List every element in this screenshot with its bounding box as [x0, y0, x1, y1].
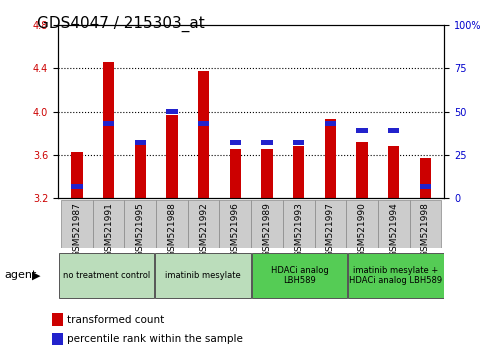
Bar — [346, 200, 378, 248]
Bar — [410, 200, 441, 248]
Text: GSM521988: GSM521988 — [168, 202, 176, 257]
Bar — [230, 140, 241, 145]
Text: GSM521992: GSM521992 — [199, 202, 208, 257]
Bar — [293, 140, 304, 145]
Bar — [283, 200, 314, 248]
Text: GSM521998: GSM521998 — [421, 202, 430, 257]
Bar — [378, 200, 410, 248]
Bar — [230, 149, 241, 198]
Bar — [388, 128, 399, 133]
Bar — [167, 109, 178, 114]
Text: percentile rank within the sample: percentile rank within the sample — [67, 334, 242, 344]
Bar — [420, 184, 431, 189]
Text: GSM521996: GSM521996 — [231, 202, 240, 257]
Text: GSM521991: GSM521991 — [104, 202, 113, 257]
Bar — [103, 62, 114, 198]
Text: GSM521993: GSM521993 — [294, 202, 303, 257]
Bar — [167, 115, 178, 198]
Text: transformed count: transformed count — [67, 315, 164, 325]
Bar — [71, 184, 83, 189]
Bar — [325, 121, 336, 126]
Text: agent: agent — [5, 270, 37, 280]
Bar — [388, 146, 399, 198]
Bar — [356, 142, 368, 198]
Bar — [293, 146, 304, 198]
Bar — [198, 121, 209, 126]
Bar — [325, 119, 336, 198]
Bar — [58, 253, 154, 298]
Bar — [261, 149, 272, 198]
Bar — [251, 200, 283, 248]
Text: ▶: ▶ — [32, 270, 41, 280]
Bar — [348, 253, 444, 298]
Bar — [53, 333, 63, 345]
Bar — [61, 200, 93, 248]
Text: HDACi analog
LBH589: HDACi analog LBH589 — [270, 266, 328, 285]
Text: GSM521989: GSM521989 — [262, 202, 271, 257]
Text: imatinib mesylate: imatinib mesylate — [165, 271, 241, 280]
Bar — [93, 200, 125, 248]
Bar — [53, 313, 63, 326]
Text: GSM521995: GSM521995 — [136, 202, 145, 257]
Bar — [314, 200, 346, 248]
Bar — [71, 152, 83, 198]
Bar — [219, 200, 251, 248]
Text: GSM521997: GSM521997 — [326, 202, 335, 257]
Bar — [261, 140, 272, 145]
Text: GSM521987: GSM521987 — [72, 202, 82, 257]
Bar — [198, 72, 209, 198]
Text: imatinib mesylate +
HDACi analog LBH589: imatinib mesylate + HDACi analog LBH589 — [350, 266, 442, 285]
Bar — [125, 200, 156, 248]
Bar — [155, 253, 251, 298]
Bar — [420, 158, 431, 198]
Text: GSM521990: GSM521990 — [357, 202, 367, 257]
Bar — [135, 140, 146, 145]
Text: GDS4047 / 215303_at: GDS4047 / 215303_at — [37, 16, 205, 32]
Text: GSM521994: GSM521994 — [389, 202, 398, 257]
Bar — [252, 253, 347, 298]
Text: no treatment control: no treatment control — [63, 271, 150, 280]
Bar — [103, 121, 114, 126]
Bar — [135, 142, 146, 198]
Bar — [356, 128, 368, 133]
Bar — [156, 200, 188, 248]
Bar — [188, 200, 219, 248]
